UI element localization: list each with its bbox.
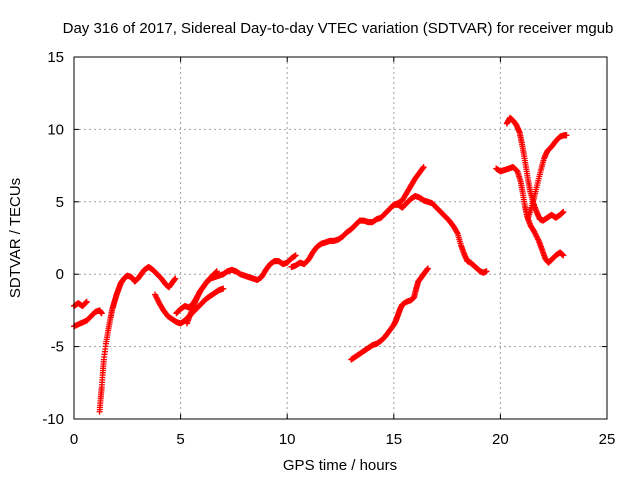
data-marks [71,114,570,415]
data-point-marker [220,285,227,292]
data-point-marker [424,265,431,272]
x-tick-label: 25 [599,431,616,448]
y-tick-label: 15 [47,49,64,66]
data-point-marker [563,132,570,139]
y-tick-label: -10 [42,411,64,428]
series-10 [493,164,567,266]
data-point-marker [83,298,90,305]
data-point-marker [213,268,220,275]
x-tick-label: 0 [70,431,78,448]
y-tick-label: -5 [51,339,64,356]
axis-ticks: 0 5 10 15 20 25 -10 -5 0 5 10 15 [42,49,615,448]
data-point-marker [560,252,567,259]
x-tick-label: 15 [385,431,402,448]
series-8 [390,164,427,208]
y-axis-label: SDTVAR / TECUs [7,178,24,298]
series-9 [348,265,431,363]
data-point-marker [213,269,220,276]
x-axis-label: GPS time / hours [283,457,397,474]
chart-title: Day 316 of 2017, Sidereal Day-to-day VTE… [63,20,614,37]
x-tick-label: 5 [176,431,184,448]
data-point-marker [483,268,490,275]
data-point-marker [420,164,427,171]
data-point-marker [172,275,179,282]
series-3 [96,263,179,415]
data-point-marker [419,165,426,172]
series-6 [183,268,220,327]
x-tick-label: 10 [279,431,296,448]
data-point-marker [454,229,461,236]
y-tick-label: 10 [47,121,64,138]
y-tick-label: 5 [56,194,64,211]
series-11 [503,114,567,224]
series-2 [71,307,105,330]
data-point-marker [292,252,299,259]
series-12 [525,132,570,221]
y-tick-label: 0 [56,266,64,283]
grid [74,57,607,419]
data-point-marker [98,310,105,317]
x-tick-label: 20 [492,431,509,448]
plot-frame [73,56,608,420]
data-point-marker [83,299,90,306]
data-point-marker [560,208,567,215]
series-7 [288,193,490,276]
